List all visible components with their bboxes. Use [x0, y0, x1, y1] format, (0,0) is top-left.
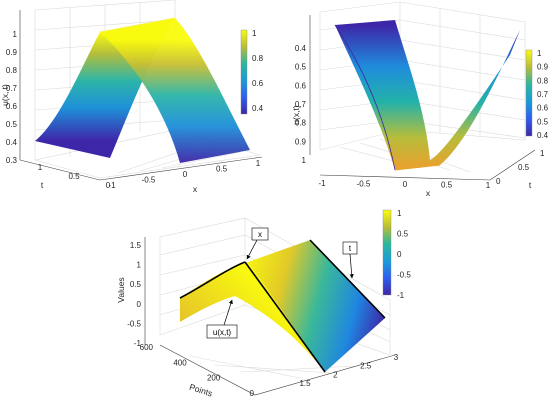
chart-a-ztick-6: 0.9: [6, 48, 18, 57]
chart-b-ztick-6: 1: [302, 156, 307, 165]
chart-a-ztick-4: 0.7: [6, 84, 18, 93]
chart-c-boundary-ux: [179, 261, 246, 299]
chart-c-cbtick-2: 0: [397, 250, 402, 259]
chart-a-cbtick-2: 0.8: [252, 54, 264, 63]
chart-c-ztick-4: 1: [137, 261, 142, 270]
chart-b-zlabel: u(x,t): [291, 105, 301, 125]
chart-b-cbtick-1: 0.5: [537, 117, 549, 126]
chart-c-xtick-1: 2: [333, 370, 338, 379]
chart-b-cbtick-3: 0.7: [537, 90, 549, 99]
chart-a-ytick-0: 0: [106, 181, 111, 190]
chart-c-ytick-0: 0: [250, 389, 255, 398]
chart-c-ylabel: Points: [188, 382, 214, 399]
chart-a-ytick-1: 0.5: [68, 172, 80, 181]
chart-c-axes: [159, 217, 391, 379]
chart-b-xtick-3: 0.5: [441, 181, 453, 190]
chart-b-cbtick-6: 1: [537, 49, 542, 58]
annotation-x: x: [246, 227, 269, 260]
chart-c-cbtick-0: -1: [397, 291, 405, 300]
chart-a-ylabel: t: [41, 180, 44, 190]
chart-b-xtick-1: -0.5: [357, 180, 371, 189]
chart-a-cbtick-0: 0.4: [252, 104, 264, 113]
chart-a: 0.3 0.4 0.5 0.6 0.7 0.8 0.9 1 -1 -0.5 0 0.5 1 0 0.5 1…: [0, 0, 264, 194]
chart-c-ytick-3: 600: [140, 343, 154, 352]
chart-b-ylabel: t: [529, 180, 532, 190]
chart-c-zlabel: Values: [116, 277, 126, 302]
chart-c: x t u(x,t) -1 -0.5 0 0.5 1 1.5 1.5 2 2.5 3 0 200 4…: [116, 209, 411, 399]
chart-b-surface: [335, 20, 520, 170]
chart-a-ridge: [99, 17, 176, 33]
chart-b-ztick-3: 0.7: [295, 100, 307, 109]
chart-c-ztick-2: 0: [137, 300, 142, 309]
chart-a-xtick-2: 0: [183, 170, 188, 179]
chart-a-ztick-7: 1: [13, 30, 18, 39]
chart-a-surface-right-face: [100, 18, 250, 163]
chart-a-ytick-2: 1: [38, 163, 43, 172]
chart-c-surface: [248, 240, 385, 372]
chart-c-ytick-2: 400: [173, 358, 187, 367]
chart-a-ztick-3: 0.6: [6, 102, 18, 111]
chart-b-ztick-5: 0.9: [295, 137, 307, 146]
chart-b-colorbar: [525, 49, 533, 137]
chart-b-ytick-1: 0.5: [518, 163, 530, 172]
annotation-t-label: t: [349, 244, 352, 253]
chart-a-xtick-4: 1: [256, 159, 261, 168]
chart-a-xtick-0: -1: [108, 181, 116, 190]
chart-c-colorbar: [382, 209, 392, 296]
annotation-x-label: x: [258, 230, 262, 239]
annotation-t: t: [342, 241, 358, 279]
chart-a-colorbar: [240, 29, 248, 115]
chart-b-cbtick-0: 0.4: [537, 131, 549, 140]
chart-b-xtick-2: 0: [403, 180, 408, 189]
chart-c-ytick-1: 200: [207, 374, 221, 383]
chart-b-xlabel: x: [426, 188, 431, 198]
chart-c-cbtick-4: 1: [397, 209, 402, 218]
chart-b-cbtick-2: 0.6: [537, 104, 549, 113]
chart-a-xlabel: x: [193, 184, 198, 194]
annotation-u: u(x,t): [206, 299, 238, 339]
chart-b-ztick-1: 0.5: [295, 63, 307, 72]
chart-b-xtick-0: -1: [318, 179, 326, 188]
chart-a-xtick-1: -0.5: [142, 176, 156, 185]
chart-c-ztick-5: 1.5: [130, 241, 142, 250]
chart-c-cbtick-1: -0.5: [397, 271, 411, 280]
chart-b-cbtick-5: 0.9: [537, 63, 549, 72]
chart-c-ztick-3: 0.5: [130, 280, 142, 289]
chart-b-ytick-2: 1: [540, 149, 545, 158]
chart-b: 0.4 0.5 0.6 0.7 0.8 0.9 1 -1 -0.5 0 0.5 1 0 0.5 1 u(…: [291, 1, 549, 198]
chart-c-boundary-x: [244, 261, 326, 373]
chart-a-ztick-1: 0.4: [6, 138, 18, 147]
chart-a-ztick-2: 0.5: [6, 120, 18, 129]
chart-c-xtick-3: 3: [394, 353, 399, 362]
chart-a-ztick-5: 0.8: [6, 66, 18, 75]
chart-a-zlabel: u(x, t): [0, 84, 10, 106]
chart-a-cbtick-1: 0.6: [252, 79, 264, 88]
chart-b-ztick-4: 0.8: [295, 119, 307, 128]
annotation-u-label: u(x,t): [213, 328, 232, 337]
chart-b-ytick-0: 0: [496, 177, 501, 186]
chart-b-ztick-0: 0.4: [295, 44, 307, 53]
chart-a-cbtick-3: 1: [252, 29, 257, 38]
chart-a-xtick-3: 0.5: [216, 165, 228, 174]
chart-c-cbtick-3: 0.5: [397, 230, 409, 239]
chart-c-xtick-0: 1.5: [299, 379, 311, 388]
chart-c-ztick-1: -0.5: [127, 319, 141, 328]
chart-b-xtick-4: 1: [486, 181, 491, 190]
chart-c-xtick-2: 2.5: [360, 362, 372, 371]
chart-c-ztick-0: -1: [134, 339, 142, 348]
chart-b-ztick-2: 0.6: [295, 81, 307, 90]
chart-c-surface-left: [180, 262, 325, 372]
chart-b-cbtick-4: 0.8: [537, 76, 549, 85]
chart-c-boundary-t: [309, 239, 386, 319]
chart-a-ztick-0: 0.3: [6, 156, 18, 165]
